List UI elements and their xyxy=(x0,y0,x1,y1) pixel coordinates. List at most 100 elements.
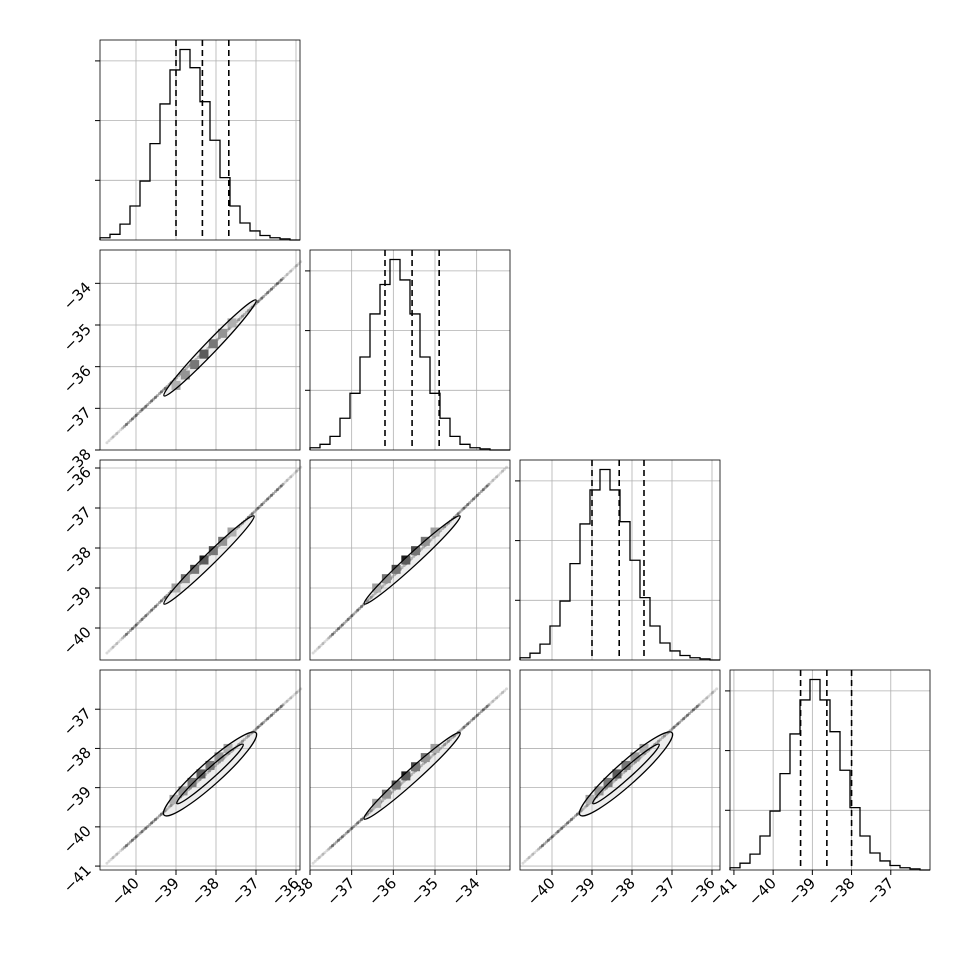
sample-point xyxy=(115,432,119,436)
sample-point xyxy=(132,837,136,841)
sample-point xyxy=(369,595,373,599)
density-cell xyxy=(612,769,622,779)
sample-point xyxy=(134,623,138,627)
sample-point xyxy=(271,712,275,716)
sample-point xyxy=(134,623,138,627)
x-tick-label: −40 xyxy=(745,874,780,909)
sample-point xyxy=(260,722,264,726)
sample-point xyxy=(481,708,485,712)
y-tick-label: −40 xyxy=(60,822,95,857)
sample-point xyxy=(327,847,331,851)
sample-point xyxy=(373,591,377,595)
sample-point xyxy=(381,584,385,588)
sample-point xyxy=(443,742,447,746)
scatter-2-0-frame xyxy=(99,459,301,661)
sample-point xyxy=(279,484,283,488)
sample-point xyxy=(140,830,144,834)
sample-point xyxy=(535,849,539,853)
density-cell xyxy=(630,752,640,762)
sample-point xyxy=(495,475,499,479)
sample-point xyxy=(317,855,321,859)
sample-point xyxy=(614,778,618,782)
sample-point xyxy=(277,486,281,490)
sample-point xyxy=(256,300,260,304)
sample-point xyxy=(466,502,470,506)
sample-point xyxy=(556,829,560,833)
x-tick-label: −34 xyxy=(448,874,483,909)
sample-point xyxy=(258,724,262,728)
density-cell xyxy=(196,769,206,779)
sample-point xyxy=(695,705,699,709)
sample-point xyxy=(539,845,543,849)
sample-point xyxy=(585,803,589,807)
sample-point xyxy=(241,739,245,743)
density-cell xyxy=(381,574,391,584)
sample-point xyxy=(293,471,297,475)
sample-point xyxy=(337,626,341,630)
density-cell xyxy=(199,349,209,359)
sample-point xyxy=(144,404,148,408)
sample-point xyxy=(146,403,150,407)
sample-point xyxy=(692,708,696,712)
sample-point xyxy=(495,475,499,479)
sample-point xyxy=(138,619,142,623)
sample-point xyxy=(148,610,152,614)
sample-point xyxy=(371,807,375,811)
sample-point xyxy=(152,819,156,823)
sample-point xyxy=(466,503,470,507)
sample-point xyxy=(244,310,248,314)
sample-point xyxy=(466,722,470,726)
sample-point xyxy=(184,367,188,371)
sample-point xyxy=(566,821,570,825)
sample-point xyxy=(664,732,668,736)
sample-point xyxy=(154,395,158,399)
x-tick-label: −35 xyxy=(407,874,442,909)
sample-point xyxy=(672,726,676,730)
sample-point xyxy=(462,506,466,510)
sample-point xyxy=(277,280,281,284)
sample-point xyxy=(144,405,148,409)
sample-point xyxy=(150,608,154,612)
sample-point xyxy=(713,689,717,693)
sample-point xyxy=(128,840,132,844)
sample-point xyxy=(693,706,697,710)
sample-point xyxy=(464,724,468,728)
sample-point xyxy=(340,835,344,839)
sample-point xyxy=(153,605,157,609)
sample-point xyxy=(338,625,342,629)
sample-point xyxy=(163,387,167,391)
sample-point xyxy=(703,698,707,702)
sample-point xyxy=(126,630,130,634)
sample-point xyxy=(468,501,472,505)
density-cell xyxy=(190,360,200,370)
sample-point xyxy=(111,435,115,439)
sample-point xyxy=(252,510,256,514)
sample-point xyxy=(344,831,348,835)
y-tick-label: −35 xyxy=(60,320,95,355)
sample-point xyxy=(142,616,146,620)
sample-point xyxy=(476,493,480,497)
sample-point xyxy=(262,294,266,298)
sample-point xyxy=(473,495,477,499)
sample-point xyxy=(633,760,637,764)
sample-point xyxy=(239,316,243,320)
scatter-3-1-frame xyxy=(309,669,511,871)
sample-point xyxy=(709,692,713,696)
sample-point xyxy=(360,604,364,608)
sample-point xyxy=(206,770,210,774)
sample-point xyxy=(161,597,165,601)
sample-point xyxy=(140,829,144,833)
sample-point xyxy=(360,817,364,821)
sample-point xyxy=(662,734,666,738)
sample-point xyxy=(485,705,489,709)
sample-point xyxy=(319,643,323,647)
contour-outer xyxy=(162,731,258,817)
sample-point xyxy=(153,396,157,400)
sample-point xyxy=(266,716,270,720)
sample-point xyxy=(456,512,460,516)
sample-point xyxy=(429,538,433,542)
sample-point xyxy=(258,298,262,302)
y-tick-label: −38 xyxy=(60,744,95,779)
sample-point xyxy=(285,273,289,277)
sample-point xyxy=(237,318,241,322)
